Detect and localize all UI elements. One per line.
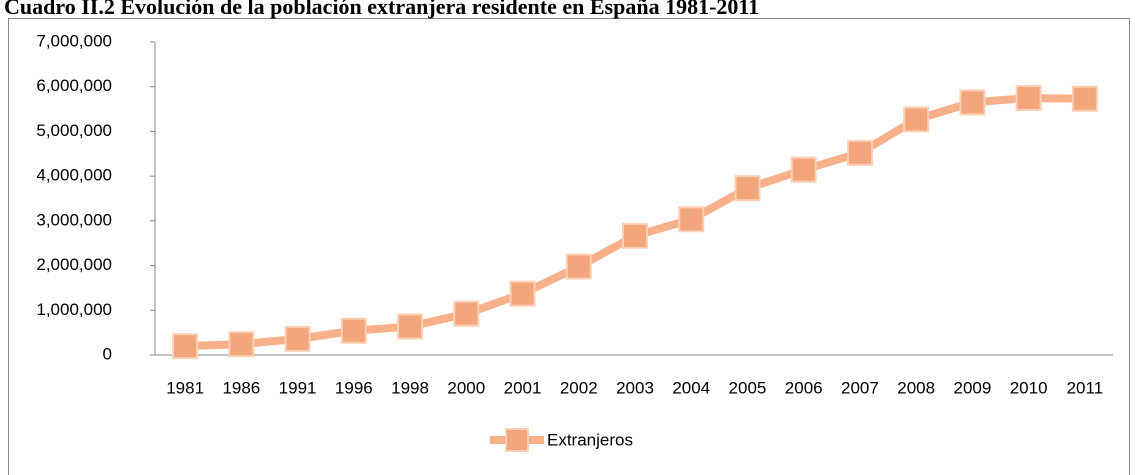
x-tick-label: 2007 [841, 378, 879, 397]
y-tick-label: 0 [103, 344, 112, 363]
marker [340, 317, 367, 344]
y-tick-label: 7,000,000 [36, 31, 112, 50]
x-tick-label: 2004 [672, 378, 710, 397]
marker [565, 253, 592, 280]
x-tick-label: 2003 [616, 378, 654, 397]
marker [1071, 85, 1098, 112]
x-tick-label: 2002 [560, 378, 598, 397]
x-tick-label: 2000 [447, 378, 485, 397]
x-tick-label: 2009 [953, 378, 991, 397]
marker [228, 331, 255, 358]
marker [453, 300, 480, 327]
x-tick-label: 1996 [335, 378, 373, 397]
y-tick-label: 6,000,000 [36, 76, 112, 95]
y-tick-label: 1,000,000 [36, 300, 112, 319]
x-tick-label: 2008 [897, 378, 935, 397]
x-tick-label: 2006 [785, 378, 823, 397]
marker [846, 139, 873, 166]
x-tick-label: 1991 [279, 378, 317, 397]
x-tick-label: 2010 [1010, 378, 1048, 397]
y-tick-label: 4,000,000 [36, 166, 112, 185]
x-tick-label: 1981 [166, 378, 204, 397]
marker [959, 89, 986, 116]
chart-title: Cuadro II.2 Evolución de la población ex… [4, 0, 759, 19]
marker [284, 325, 311, 352]
marker [509, 280, 536, 307]
legend-marker [505, 428, 529, 452]
marker [678, 206, 705, 233]
legend-label: Extranjeros [547, 430, 633, 449]
marker [734, 175, 761, 202]
x-tick-label: 2005 [729, 378, 767, 397]
marker [1015, 84, 1042, 111]
marker [622, 222, 648, 249]
marker [903, 106, 930, 133]
x-tick-label: 2001 [504, 378, 542, 397]
y-tick-label: 2,000,000 [36, 255, 112, 274]
y-tick-label: 5,000,000 [36, 121, 112, 140]
title-band [0, 0, 1135, 18]
x-tick-label: 1998 [391, 378, 429, 397]
marker [172, 333, 199, 360]
y-tick-label: 3,000,000 [36, 210, 112, 229]
marker [790, 156, 817, 183]
x-tick-label: 2011 [1067, 378, 1104, 397]
marker [397, 313, 424, 340]
x-tick-label: 1986 [222, 378, 260, 397]
chart-border [8, 18, 1130, 475]
